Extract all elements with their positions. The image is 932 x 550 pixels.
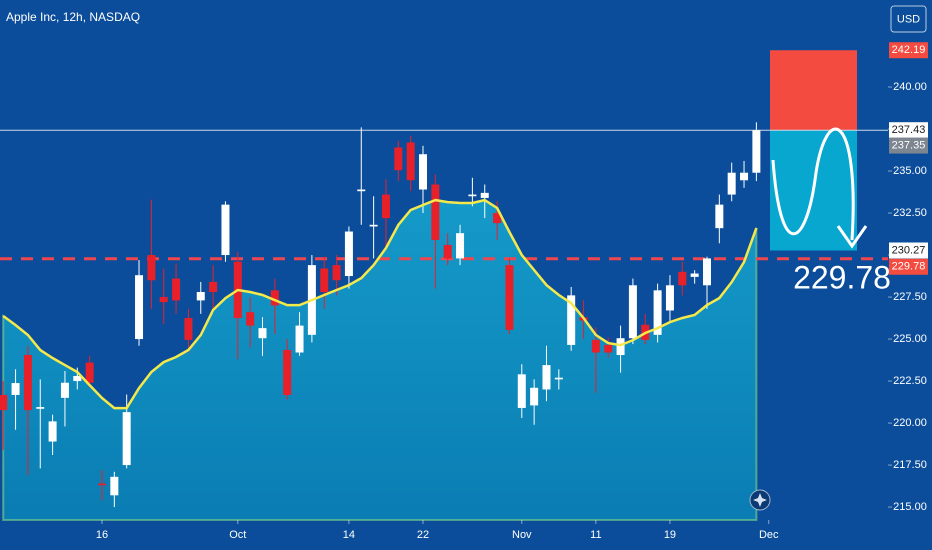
candle-body (36, 407, 45, 409)
arrow-curve (771, 127, 855, 241)
candle-body (702, 258, 711, 286)
candle-body (0, 394, 8, 411)
candle-body (295, 325, 304, 353)
candle-body (480, 192, 489, 198)
candle-body (97, 483, 106, 486)
candle-body (196, 292, 205, 301)
candle-body (60, 382, 69, 398)
candle-body (184, 318, 193, 340)
stop-zone (770, 50, 857, 131)
x-tick-label: Nov (512, 529, 532, 541)
candle-body (406, 142, 415, 181)
grid-layer (101, 86, 892, 524)
y-tick-label: 222.50 (893, 375, 927, 387)
candle-body (530, 387, 539, 406)
x-tick-label: 16 (96, 529, 108, 541)
candle-body (332, 265, 341, 281)
candle-body (135, 275, 144, 340)
candle-body (715, 204, 724, 229)
candle-body (23, 355, 32, 411)
candle-body (85, 362, 94, 383)
x-tick-label: Dec (759, 529, 779, 541)
price-tag-label: 237.43 (892, 124, 926, 136)
candle-body (221, 204, 230, 256)
candle-body (419, 154, 428, 190)
y-tick-label: 232.50 (893, 207, 927, 219)
x-tick-label: Oct (229, 529, 246, 541)
candle-body (122, 412, 131, 466)
candle-body (11, 383, 20, 395)
candle-body (468, 194, 477, 197)
candle-body (357, 189, 366, 192)
price-tag-label: 242.19 (892, 44, 926, 56)
candle-body (381, 194, 390, 219)
candle-body (554, 377, 563, 380)
candle-body (48, 421, 57, 442)
price-tag-label: 237.35 (892, 139, 926, 151)
price-tag (889, 137, 928, 154)
candle-body (740, 172, 749, 181)
price-tag (889, 42, 928, 59)
currency-label[interactable]: USD (897, 13, 920, 25)
candle-body (604, 344, 613, 353)
y-tick-label: 225.00 (893, 333, 927, 345)
candle-body (665, 285, 674, 311)
candle-body (628, 285, 637, 339)
x-tick-label: 22 (417, 529, 429, 541)
arrow-head (836, 225, 868, 249)
candle-body (369, 224, 378, 227)
candle-body (653, 290, 662, 335)
candle-body (73, 376, 82, 382)
candle-body (394, 147, 403, 171)
nav-icon[interactable] (753, 493, 767, 507)
price-tag-label: 229.78 (892, 261, 926, 273)
candle-body (283, 349, 292, 395)
candle-body (752, 130, 761, 173)
candle-body (567, 295, 576, 345)
y-tick-label: 215.00 (893, 501, 927, 513)
candle-body (246, 312, 255, 326)
candle-body (110, 476, 119, 496)
candle-body (690, 273, 699, 277)
candle-body (159, 297, 168, 303)
price-tag-label: 230.27 (892, 244, 926, 256)
candle-body (431, 184, 440, 240)
candle-body (542, 365, 551, 390)
candle-body (591, 339, 600, 353)
ma-line (2, 198, 758, 410)
candle-body (344, 231, 353, 277)
y-tick-label: 217.50 (893, 459, 927, 471)
candle-body (505, 265, 514, 330)
y-tick-label: 227.50 (893, 291, 927, 303)
x-tick-label: 11 (590, 529, 601, 541)
candle-body (320, 268, 329, 293)
position-layer (0, 50, 888, 261)
chart-title: Apple Inc, 12h, NASDAQ (6, 10, 140, 24)
candle-body (678, 271, 687, 286)
candle-body (517, 374, 526, 408)
candle-body (493, 213, 502, 224)
candle-layer (0, 122, 761, 508)
y-tick-label: 240.00 (893, 81, 927, 93)
y-tick-label: 235.00 (893, 165, 927, 177)
candle-body (172, 278, 181, 301)
price-tag (889, 122, 928, 139)
x-tick-label: 19 (664, 529, 676, 541)
currency-box[interactable] (890, 5, 927, 33)
candle-body (270, 290, 279, 306)
candle-body (443, 244, 452, 259)
candle-body (616, 338, 625, 356)
target-annotation: 229.78 (793, 259, 891, 295)
candle-body (727, 172, 736, 195)
overlay-layer: 215.00 217.50 220.00 222.50 225.00 227.50 230.… (96, 42, 928, 541)
price-tag (889, 242, 928, 259)
candle-body (258, 328, 267, 339)
candle-body (209, 281, 218, 293)
price-tag (889, 258, 928, 275)
x-tick-label: 14 (343, 529, 355, 541)
y-tick-label: 220.00 (893, 417, 927, 429)
candle-body (147, 255, 156, 281)
candle-body (456, 233, 465, 259)
